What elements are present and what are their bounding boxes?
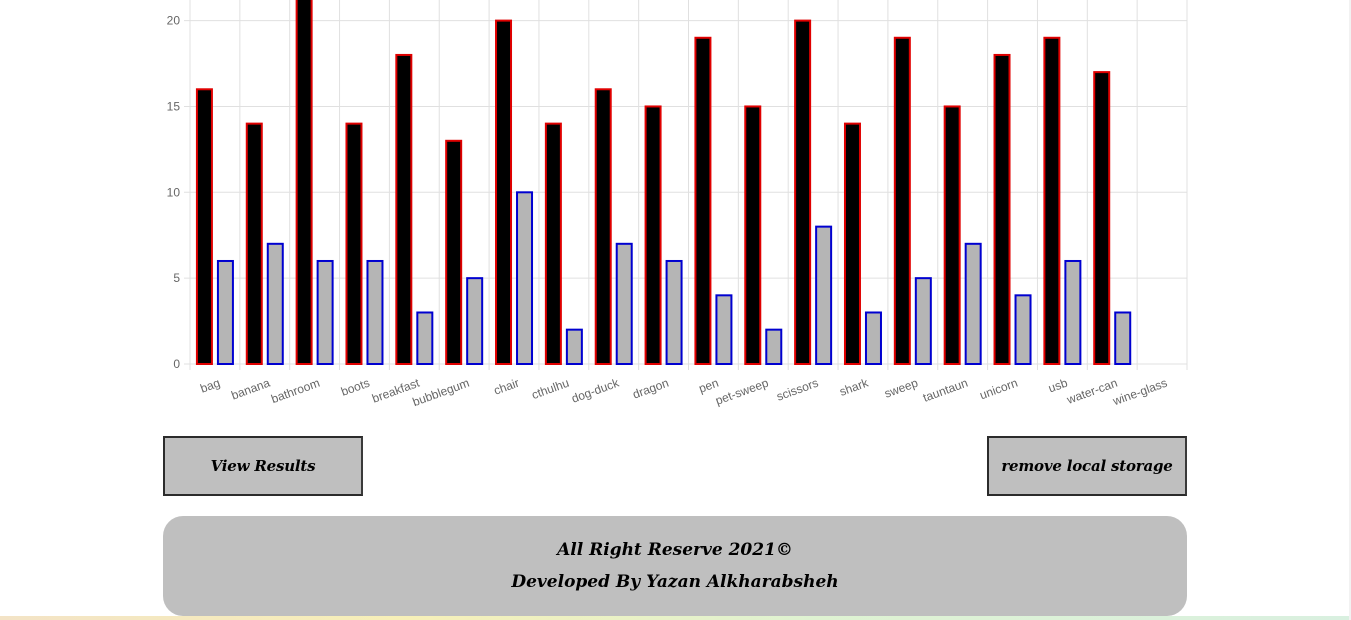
bar-series2-chair: [516, 191, 534, 365]
remove-local-storage-button[interactable]: remove local storage: [987, 436, 1187, 496]
bar-series1-bag: [195, 88, 213, 365]
x-tick-label: cthulhu: [530, 376, 571, 402]
bar-series1-pen: [694, 36, 712, 365]
x-tick-label: sweep: [882, 376, 920, 401]
bar-series2-usb: [1064, 259, 1082, 366]
bar-series2-bathroom: [316, 259, 334, 366]
bar-series1-scissors: [794, 19, 812, 366]
bar-series2-tauntaun: [964, 242, 982, 366]
view-results-button[interactable]: View Results: [163, 436, 363, 496]
footer-developer: Developed By Yazan Alkharabsheh: [511, 572, 839, 592]
x-tick-label: pet-sweep: [713, 376, 770, 408]
bar-series2-shark: [864, 311, 882, 366]
bar-series2-dog-duck: [615, 242, 633, 366]
bar-series2-pen: [715, 294, 733, 365]
bar-series2-pet-sweep: [765, 328, 783, 365]
x-tick-label: water-can: [1064, 376, 1119, 408]
bar-series2-water-can: [1114, 311, 1132, 366]
bar-series1-banana: [245, 122, 263, 366]
bar-series2-dragon: [665, 259, 683, 366]
x-tick-label: shark: [838, 375, 871, 399]
x-tick-label: dog-duck: [570, 375, 622, 405]
bar-series1-boots: [345, 122, 363, 366]
bar-series1-bathroom: [295, 0, 313, 365]
bar-series2-sweep: [914, 277, 932, 365]
x-tick-label: unicorn: [978, 376, 1020, 403]
y-tick-label: 20: [167, 14, 181, 28]
y-tick-label: 5: [173, 271, 180, 285]
bar-chart: 0 5 10 15 20 bag banana bathroom boots breakfast b…: [167, 0, 1188, 409]
bar-series1-dog-duck: [594, 88, 612, 365]
bar-series2-breakfast: [416, 311, 434, 366]
x-tick-label: bag: [198, 376, 222, 396]
bar-series2-unicorn: [1014, 294, 1032, 365]
x-tick-label: bathroom: [269, 376, 321, 406]
bar-series1-pet-sweep: [744, 105, 762, 366]
x-tick-label: pen: [697, 376, 721, 396]
x-tick-label: chair: [492, 376, 521, 398]
bar-series1-usb: [1043, 36, 1061, 365]
bar-series2-banana: [266, 242, 284, 366]
bar-series1-sweep: [893, 36, 911, 365]
bar-series1-breakfast: [395, 53, 413, 366]
bar-series1-dragon: [644, 105, 662, 366]
bar-series1-unicorn: [993, 53, 1011, 366]
x-tick-label: bubblegum: [411, 376, 472, 409]
bar-series1-shark: [843, 122, 861, 366]
bar-series1-water-can: [1093, 71, 1111, 365]
bar-series1-chair: [495, 19, 513, 366]
x-tick-label: boots: [339, 376, 371, 399]
y-tick-label: 15: [167, 99, 181, 113]
page-right-edge: [1349, 0, 1351, 620]
y-tick-label: 10: [167, 185, 181, 199]
x-tick-label: dragon: [631, 376, 671, 402]
y-tick-label: 0: [173, 357, 180, 371]
bar-series1-tauntaun: [943, 105, 961, 366]
bar-series1-cthulhu: [544, 122, 562, 366]
footer-copyright: All Right Reserve 2021©: [557, 540, 793, 560]
bar-series2-bubblegum: [466, 277, 484, 365]
x-tick-label: banana: [229, 376, 272, 403]
bar-series2-bag: [216, 259, 234, 366]
x-tick-label: scissors: [775, 376, 821, 404]
x-tick-label: tauntaun: [921, 376, 970, 405]
footer: All Right Reserve 2021© Developed By Yaz…: [163, 516, 1187, 616]
bottom-gradient-strip: [0, 616, 1351, 620]
bar-series2-cthulhu: [565, 328, 583, 365]
bar-series2-boots: [366, 259, 384, 366]
x-tick-label: usb: [1046, 376, 1069, 396]
bar-series1-bubblegum: [445, 139, 463, 365]
bar-series2-scissors: [815, 225, 833, 365]
x-tick-label: wine-glass: [1110, 376, 1169, 409]
